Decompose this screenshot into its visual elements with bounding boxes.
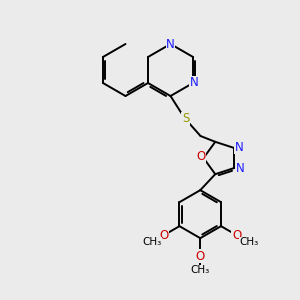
Text: CH₃: CH₃ bbox=[142, 237, 161, 247]
Text: CH₃: CH₃ bbox=[190, 265, 210, 275]
Text: O: O bbox=[159, 229, 169, 242]
Text: O: O bbox=[196, 151, 205, 164]
Text: CH₃: CH₃ bbox=[239, 237, 258, 247]
Text: N: N bbox=[190, 76, 198, 89]
Text: N: N bbox=[235, 140, 244, 154]
Text: N: N bbox=[236, 163, 244, 176]
Text: O: O bbox=[232, 229, 241, 242]
Text: O: O bbox=[196, 250, 205, 263]
Text: N: N bbox=[166, 38, 175, 50]
Text: S: S bbox=[182, 112, 189, 125]
